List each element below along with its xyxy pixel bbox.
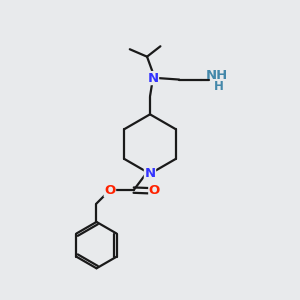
Text: O: O bbox=[149, 184, 160, 197]
Text: H: H bbox=[214, 80, 224, 93]
Text: N: N bbox=[147, 72, 158, 85]
Text: N: N bbox=[144, 167, 156, 180]
Text: O: O bbox=[104, 184, 116, 196]
Text: NH: NH bbox=[206, 70, 228, 83]
